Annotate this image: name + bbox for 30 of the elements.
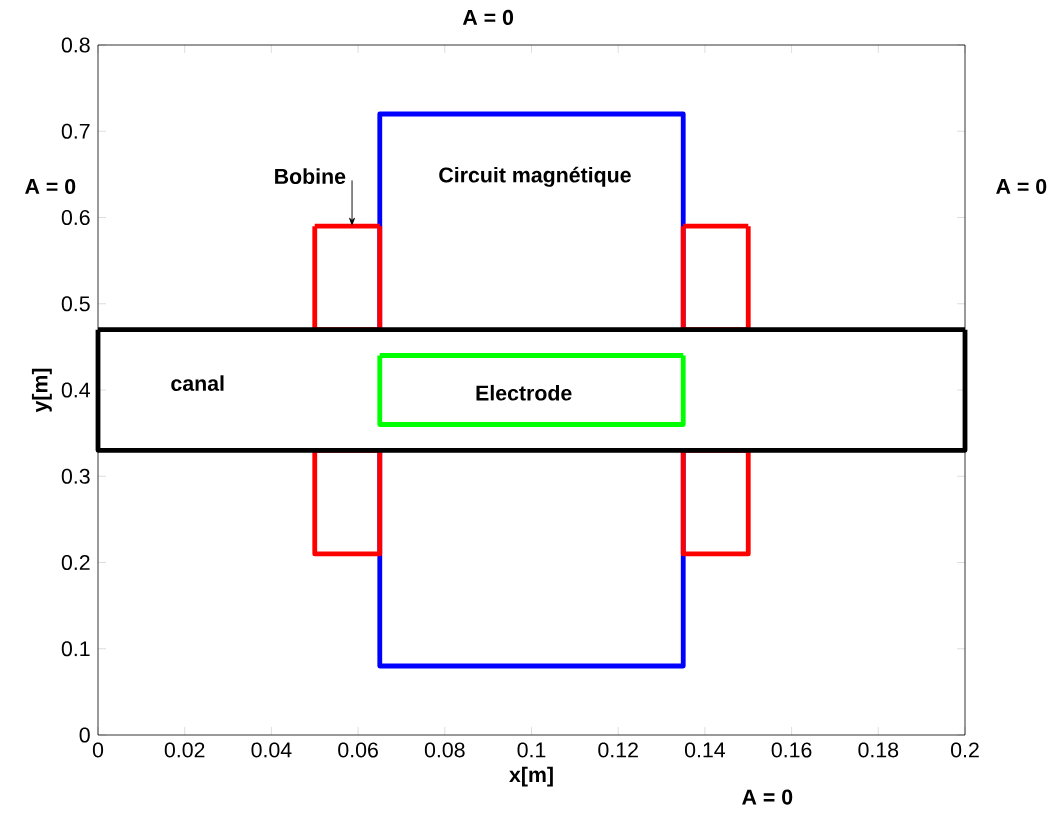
text: A = 0: [742, 789, 793, 805]
x-tick-label: 0: [92, 742, 104, 758]
x-tick-label: 0.18: [858, 742, 899, 758]
annotation: Electrode: [476, 384, 572, 401]
text: A = 0: [996, 178, 1047, 195]
x-tick-label: 0.1: [517, 742, 546, 758]
annotation: Bobine: [275, 168, 346, 184]
y-tick-label: 0.4: [61, 382, 90, 398]
y-tick-label: 0.7: [61, 123, 90, 139]
x-tick-label: 0.08: [424, 742, 465, 758]
y-tick-label: 0.5: [61, 296, 90, 312]
y-tick-label: 0.6: [61, 209, 90, 226]
y-tick-label: 0.1: [61, 641, 90, 657]
x-axis-title: x[m]: [509, 766, 553, 787]
x-tick-label: 0.2: [951, 742, 979, 758]
x-tick-label: 0.12: [598, 742, 638, 758]
annotation: Circuit magnétique: [439, 166, 631, 187]
text: A = 0: [462, 9, 514, 25]
x-tick-label: 0.06: [338, 742, 378, 758]
text: A = 0: [25, 178, 76, 195]
x-tick-label: 0.02: [164, 742, 205, 758]
y-tick-label: 0: [79, 727, 90, 743]
x-tick-label: 0.14: [684, 742, 726, 758]
x-tick-label: 0.04: [251, 742, 292, 758]
y-tick-label: 0.3: [61, 468, 90, 484]
y-tick-label: 0.8: [61, 37, 90, 53]
annotation: canal: [171, 375, 224, 391]
y-axis-title: y[m]: [31, 368, 52, 413]
x-tick-label: 0.16: [771, 742, 812, 758]
y-tick-label: 0.2: [61, 554, 90, 571]
